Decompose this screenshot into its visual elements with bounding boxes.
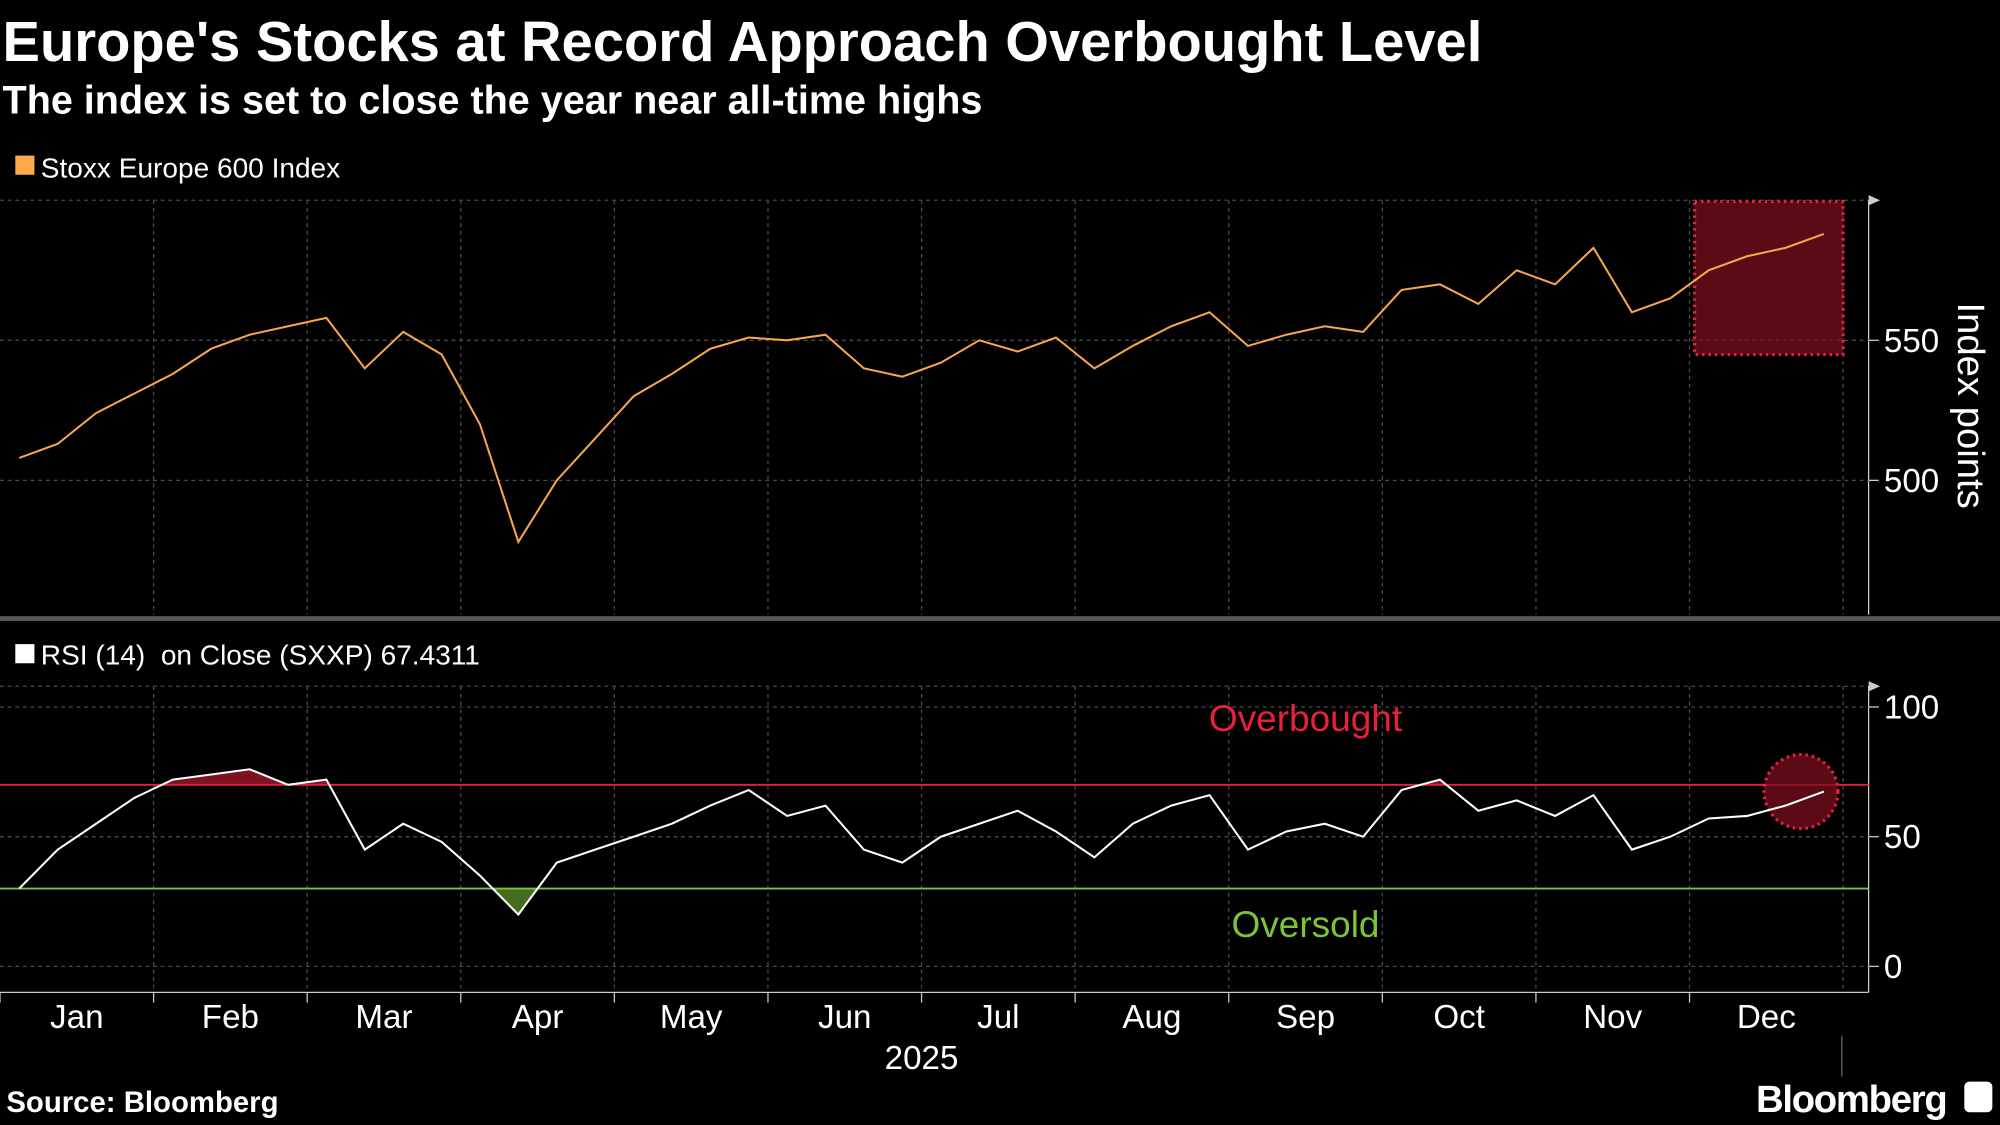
x-tick-label: Nov bbox=[1583, 999, 1642, 1036]
y-tick-label: 100 bbox=[1884, 689, 1939, 726]
x-tick-label: Jul bbox=[977, 999, 1019, 1036]
y-tick-label: 550 bbox=[1884, 323, 1939, 360]
x-tick-label: Apr bbox=[512, 999, 564, 1036]
legend-label: RSI (14) on Close (SXXP) 67.4311 bbox=[41, 640, 480, 671]
logo: Bloomberg bbox=[1756, 1078, 1946, 1121]
level-fill bbox=[19, 769, 1824, 785]
x-tick-label: Dec bbox=[1737, 999, 1796, 1036]
level-label: Overbought bbox=[1209, 698, 1402, 739]
axis-arrow bbox=[1868, 681, 1881, 692]
level-label: Oversold bbox=[1232, 904, 1380, 945]
y-axis-label: Index points bbox=[1949, 302, 1992, 508]
series-line bbox=[18, 232, 1825, 545]
y-tick-label: 0 bbox=[1884, 949, 1902, 986]
legend-swatch bbox=[15, 644, 35, 664]
logo-icon bbox=[1964, 1081, 1993, 1113]
axis-arrow bbox=[1868, 195, 1881, 206]
x-tick-label: Jan bbox=[50, 999, 103, 1036]
x-tick-label: Oct bbox=[1433, 999, 1485, 1036]
x-tick-label: Aug bbox=[1122, 999, 1181, 1036]
x-axis-label: 2025 bbox=[885, 1040, 959, 1077]
chart-title: Europe's Stocks at Record Approach Overb… bbox=[3, 10, 1483, 73]
y-tick-label: 50 bbox=[1884, 819, 1921, 856]
series-line bbox=[18, 768, 1825, 917]
y-tick-label: 500 bbox=[1884, 463, 1939, 500]
chart-subtitle: The index is set to close the year near … bbox=[3, 79, 983, 123]
x-tick-label: Feb bbox=[202, 999, 259, 1036]
x-tick-label: May bbox=[660, 999, 723, 1036]
highlight-circle bbox=[1762, 752, 1840, 831]
legend-label: Stoxx Europe 600 Index bbox=[41, 152, 340, 183]
highlight-box bbox=[1693, 199, 1845, 357]
legend-swatch bbox=[15, 155, 35, 175]
source: Source: Bloomberg bbox=[6, 1086, 278, 1119]
x-tick-label: Mar bbox=[355, 999, 412, 1036]
x-tick-label: Sep bbox=[1276, 999, 1335, 1036]
level-fill bbox=[492, 888, 538, 915]
x-tick-label: Jun bbox=[818, 999, 871, 1036]
